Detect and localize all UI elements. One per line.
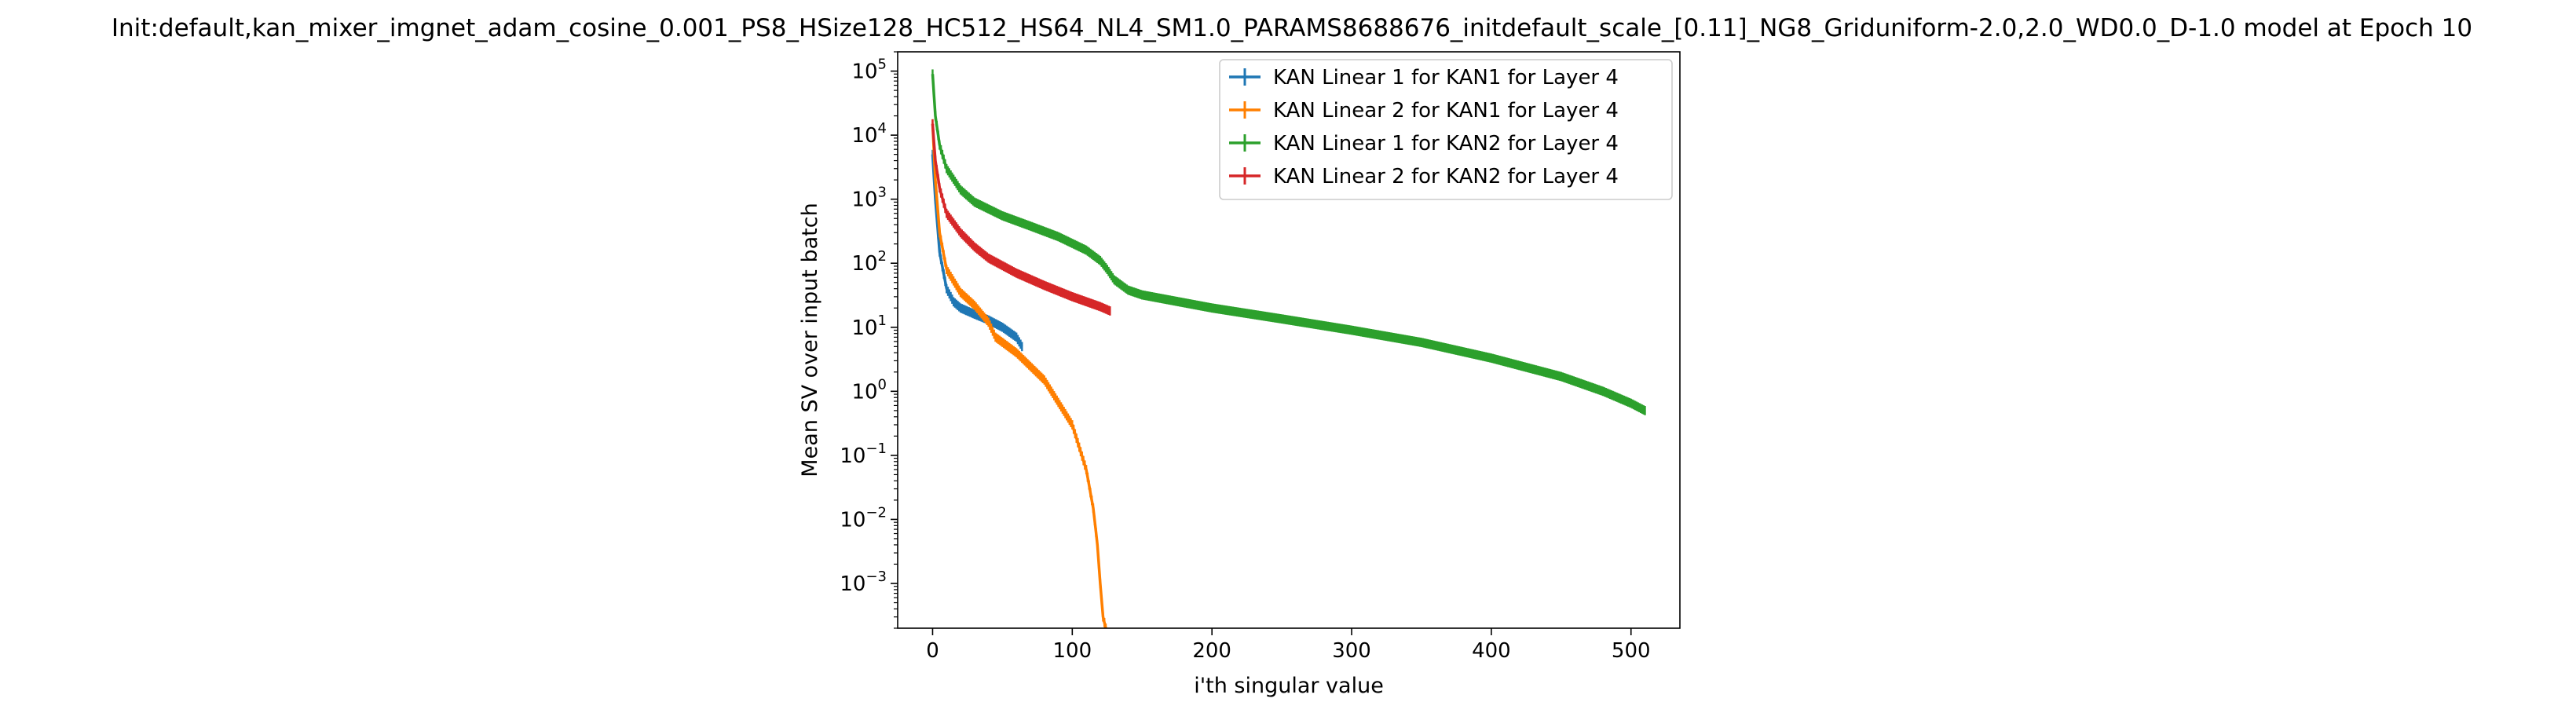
- y-axis: 10−3 10−2 10−1 100 101 102 103 104 105: [840, 51, 898, 629]
- legend-item: KAN Linear 2 for KAN1 for Layer 4: [1229, 99, 1619, 122]
- plot-area: [931, 69, 1646, 628]
- series-line: [931, 123, 1107, 628]
- series-4: [931, 119, 1111, 316]
- y-tick-label: 10−1: [840, 441, 887, 468]
- y-tick-label: 104: [851, 120, 887, 148]
- series-line: [931, 154, 1023, 348]
- chart-title: Init:default,kan_mixer_imgnet_adam_cosin…: [112, 14, 2472, 42]
- y-tick-label: 102: [851, 248, 887, 276]
- legend-box: [1219, 59, 1673, 200]
- axes-frame: [897, 51, 1681, 629]
- x-axis-label: i'th singular value: [1194, 674, 1384, 698]
- legend-item: KAN Linear 2 for KAN2 for Layer 4: [1229, 165, 1619, 188]
- x-tick-label: 300: [1332, 639, 1371, 663]
- series-line: [931, 123, 1111, 313]
- x-tick-label: 400: [1472, 639, 1511, 663]
- legend-label: KAN Linear 1 for KAN1 for Layer 4: [1273, 66, 1619, 90]
- x-tick-label: 100: [1053, 639, 1092, 663]
- x-tick-label: 200: [1192, 639, 1231, 663]
- x-tick-label: 0: [926, 639, 939, 663]
- legend-item: KAN Linear 1 for KAN1 for Layer 4: [1229, 66, 1619, 90]
- y-tick-label: 10−2: [840, 504, 887, 532]
- chart-legend: KAN Linear 1 for KAN1 for Layer 4 KAN Lin…: [1219, 59, 1673, 200]
- y-tick-label: 105: [851, 57, 887, 84]
- y-tick-label: 10−3: [840, 569, 887, 596]
- series-2: [931, 119, 1107, 628]
- legend-label: KAN Linear 2 for KAN1 for Layer 4: [1273, 99, 1619, 122]
- y-tick-label: 103: [851, 185, 887, 212]
- x-axis: 0 100 200 300 400 500: [926, 628, 1651, 663]
- y-tick-label: 100: [851, 376, 887, 404]
- x-tick-label: 500: [1612, 639, 1651, 663]
- series-3: [931, 69, 1646, 415]
- legend-label: KAN Linear 1 for KAN2 for Layer 4: [1273, 132, 1619, 155]
- legend-item: KAN Linear 1 for KAN2 for Layer 4: [1229, 132, 1619, 155]
- series-line: [931, 74, 1646, 412]
- series-errorbars: [931, 119, 1107, 628]
- y-tick-label: 101: [851, 313, 887, 340]
- y-axis-label: Mean SV over input batch: [798, 203, 822, 477]
- legend-label: KAN Linear 2 for KAN2 for Layer 4: [1273, 165, 1619, 188]
